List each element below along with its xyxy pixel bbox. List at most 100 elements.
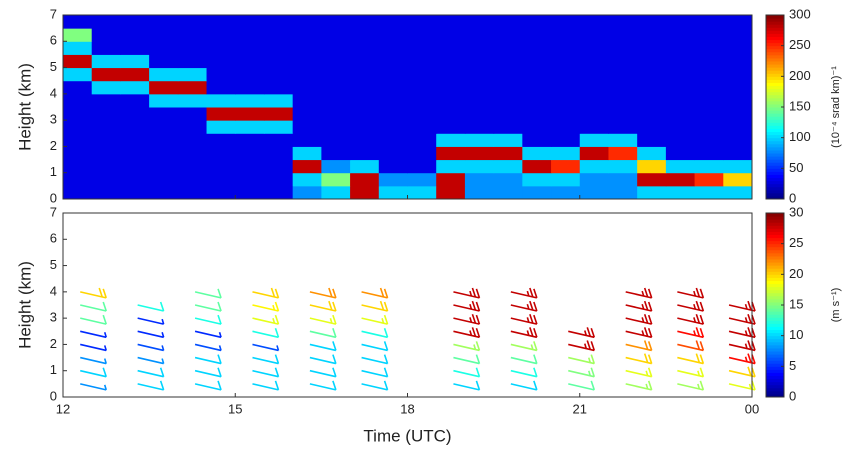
barb-feather xyxy=(471,327,477,337)
heat-cell xyxy=(120,172,150,187)
barb-staff xyxy=(361,343,388,352)
colorbar-tick-label: 250 xyxy=(789,37,811,52)
colorbar-step xyxy=(766,110,784,114)
barb-feather xyxy=(379,287,385,298)
heat-cell xyxy=(263,67,294,82)
barb-staff xyxy=(137,369,164,378)
wind-barb xyxy=(728,313,756,325)
heat-cell xyxy=(91,133,121,147)
wind-barb xyxy=(625,300,653,312)
heat-cell xyxy=(665,133,696,147)
heat-cell xyxy=(321,80,351,95)
barb-feather xyxy=(647,328,653,338)
heat-cell xyxy=(292,146,322,161)
heat-cell xyxy=(665,185,696,200)
barb-staff xyxy=(80,304,107,312)
colorbar-step xyxy=(766,140,784,145)
heat-cell xyxy=(637,172,667,187)
barb-half-feather xyxy=(641,330,645,336)
colorbar-step xyxy=(766,165,784,169)
y-tick-label: 0 xyxy=(50,388,57,403)
wind-barb xyxy=(361,287,389,299)
barb-feather xyxy=(643,300,649,311)
heat-cell xyxy=(263,93,294,108)
colorbar-step xyxy=(766,189,784,194)
barb-feather xyxy=(747,340,752,350)
wind-barb xyxy=(194,380,222,391)
barb-feather xyxy=(647,301,653,312)
barb-feather xyxy=(647,288,653,299)
colorbar-step xyxy=(766,125,784,129)
heat-cell xyxy=(235,146,265,161)
colorbar-step xyxy=(766,27,784,31)
heat-cell xyxy=(694,93,724,108)
heat-cell xyxy=(91,54,121,69)
barb-feather xyxy=(475,314,481,325)
barb-feather xyxy=(647,367,653,377)
barb-feather xyxy=(647,314,653,325)
colorbar-step xyxy=(766,137,784,142)
heat-cell xyxy=(149,120,179,134)
barb-staff xyxy=(361,383,388,391)
heat-cell xyxy=(464,146,495,161)
heat-cell xyxy=(637,120,667,134)
wind-barb xyxy=(309,354,337,365)
colorbar-step xyxy=(766,171,784,175)
heat-cell xyxy=(522,93,552,108)
heat-cell xyxy=(149,15,179,29)
barb-feather xyxy=(643,340,649,350)
heat-cell xyxy=(350,159,380,174)
heat-cell xyxy=(723,28,753,42)
heat-cell xyxy=(235,41,265,55)
heat-cell xyxy=(694,41,724,55)
y-tick-label: 6 xyxy=(50,33,57,48)
colorbar-step xyxy=(766,70,784,74)
heat-cell xyxy=(350,146,380,161)
heat-cell xyxy=(551,54,581,69)
barb-half-feather xyxy=(641,317,645,323)
heat-cell xyxy=(493,172,523,187)
colorbar-step xyxy=(766,231,784,235)
heat-cell xyxy=(149,54,179,69)
barb-staff xyxy=(80,356,107,365)
colorbar-step xyxy=(766,308,784,312)
heat-cell xyxy=(436,133,466,147)
heat-cell xyxy=(407,54,437,69)
barb-feather xyxy=(475,328,481,338)
heat-cell xyxy=(551,107,581,121)
wind-barb xyxy=(510,327,538,339)
colorbar-step xyxy=(766,381,784,386)
heat-cell xyxy=(263,15,294,29)
colorbar-tick-label: 100 xyxy=(789,129,811,144)
wind-barb xyxy=(309,341,337,352)
colorbar-step xyxy=(766,116,784,120)
barb-feather xyxy=(751,367,756,377)
wind-barb xyxy=(194,330,222,339)
wind-barb xyxy=(728,327,756,339)
colorbar-tick-label: 50 xyxy=(789,160,803,175)
barb-staff xyxy=(80,343,107,352)
barb-feather xyxy=(475,341,481,351)
wind-barb xyxy=(510,354,538,365)
barb-feather xyxy=(533,328,538,338)
barb-staff xyxy=(309,369,337,378)
barb-feather xyxy=(695,313,701,324)
heat-cell xyxy=(608,107,638,121)
colorbar-step xyxy=(766,351,784,355)
colorbar-step xyxy=(766,390,784,395)
heat-cell xyxy=(551,185,581,200)
wind-barb xyxy=(252,380,280,391)
barb-staff xyxy=(80,330,107,339)
heat-cell xyxy=(436,41,466,55)
colorbar-step xyxy=(766,243,784,248)
barb-feather xyxy=(533,380,538,391)
colorbar-step xyxy=(766,45,784,50)
heat-cell xyxy=(522,67,552,82)
wind-barb xyxy=(453,287,481,299)
heat-cell xyxy=(91,67,121,82)
colorbar-step xyxy=(766,277,784,281)
heat-cell xyxy=(522,15,552,29)
barb-staff xyxy=(453,369,480,378)
barb-feather xyxy=(471,300,477,311)
barb-feather xyxy=(643,327,649,337)
